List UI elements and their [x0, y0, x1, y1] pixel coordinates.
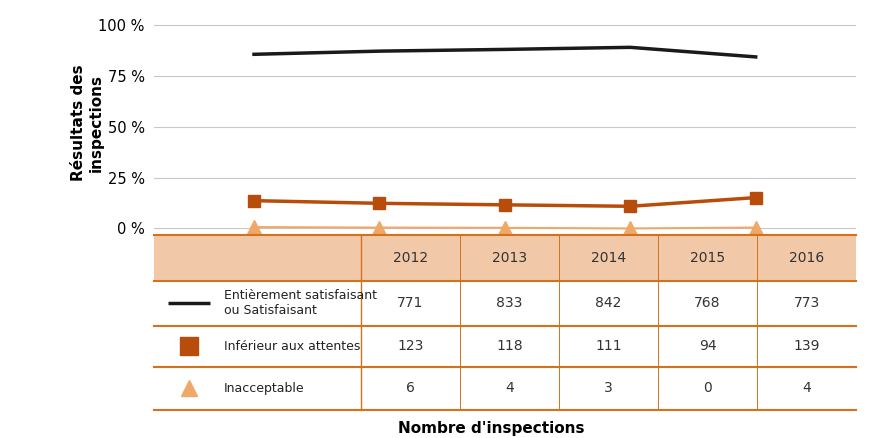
Text: 4: 4: [802, 381, 810, 395]
Text: 4: 4: [504, 381, 513, 395]
Bar: [153, 234, 855, 281]
Text: 2016: 2016: [788, 251, 824, 265]
Text: 123: 123: [396, 339, 423, 353]
Text: 2015: 2015: [689, 251, 724, 265]
Bar: [153, 281, 855, 325]
Text: 6: 6: [405, 381, 414, 395]
Y-axis label: Résultats des
inspections: Résultats des inspections: [71, 64, 103, 181]
Bar: [153, 367, 855, 410]
Text: 768: 768: [694, 296, 720, 310]
Text: Inacceptable: Inacceptable: [224, 381, 304, 395]
Text: Nombre d'inspections: Nombre d'inspections: [398, 421, 584, 436]
Text: 2012: 2012: [392, 251, 427, 265]
Text: 0: 0: [702, 381, 711, 395]
Text: 111: 111: [595, 339, 621, 353]
Text: Inférieur aux attentes: Inférieur aux attentes: [224, 339, 360, 353]
Bar: [153, 325, 855, 367]
Text: 139: 139: [793, 339, 819, 353]
Text: 118: 118: [496, 339, 522, 353]
Text: 773: 773: [793, 296, 819, 310]
Text: Entièrement satisfaisant
ou Satisfaisant: Entièrement satisfaisant ou Satisfaisant: [224, 289, 376, 317]
Text: 3: 3: [603, 381, 612, 395]
Text: 94: 94: [698, 339, 716, 353]
Text: 771: 771: [396, 296, 423, 310]
Text: 2013: 2013: [491, 251, 526, 265]
Text: 2014: 2014: [590, 251, 625, 265]
Text: 833: 833: [496, 296, 522, 310]
Text: 842: 842: [595, 296, 621, 310]
